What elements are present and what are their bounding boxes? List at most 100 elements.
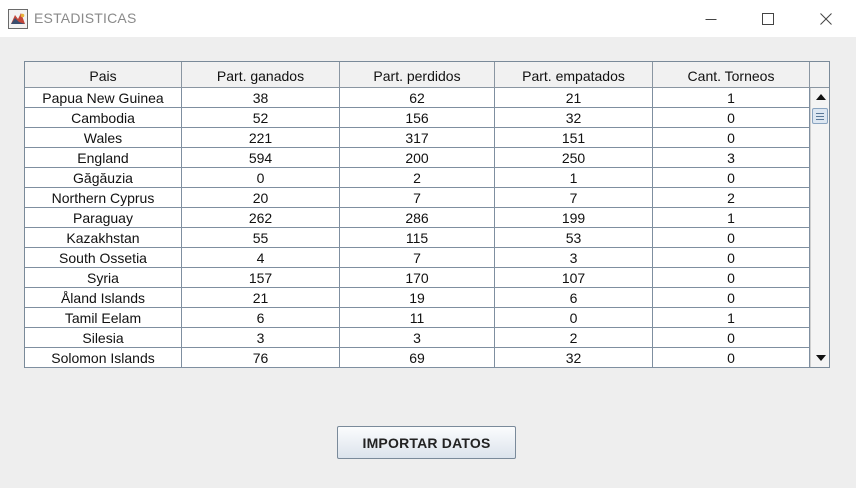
cell-perdidos[interactable]: 200	[340, 148, 495, 168]
cell-torneos[interactable]: 0	[653, 348, 810, 368]
column-header-perdidos[interactable]: Part. perdidos	[340, 62, 495, 87]
table-row[interactable]: England 594 200 250 3	[25, 148, 810, 168]
cell-pais[interactable]: Tamil Eelam	[25, 308, 182, 328]
maximize-button[interactable]	[745, 0, 791, 37]
cell-torneos[interactable]: 0	[653, 228, 810, 248]
cell-empatados[interactable]: 1	[495, 168, 653, 188]
cell-perdidos[interactable]: 2	[340, 168, 495, 188]
table-row[interactable]: Wales 221 317 151 0	[25, 128, 810, 148]
cell-empatados[interactable]: 2	[495, 328, 653, 348]
table-row[interactable]: Northern Cyprus 20 7 7 2	[25, 188, 810, 208]
table-row[interactable]: Găgăuzia 0 2 1 0	[25, 168, 810, 188]
cell-empatados[interactable]: 32	[495, 348, 653, 368]
cell-empatados[interactable]: 53	[495, 228, 653, 248]
cell-pais[interactable]: Kazakhstan	[25, 228, 182, 248]
arrow-up-icon	[815, 93, 826, 100]
cell-ganados[interactable]: 157	[182, 268, 340, 288]
cell-perdidos[interactable]: 19	[340, 288, 495, 308]
minimize-button[interactable]	[688, 0, 734, 37]
cell-pais[interactable]: Silesia	[25, 328, 182, 348]
cell-pais[interactable]: Papua New Guinea	[25, 88, 182, 108]
cell-empatados[interactable]: 199	[495, 208, 653, 228]
table-row[interactable]: Silesia 3 3 2 0	[25, 328, 810, 348]
cell-empatados[interactable]: 21	[495, 88, 653, 108]
cell-torneos[interactable]: 0	[653, 168, 810, 188]
cell-ganados[interactable]: 21	[182, 288, 340, 308]
table-row[interactable]: Cambodia 52 156 32 0	[25, 108, 810, 128]
cell-pais[interactable]: Syria	[25, 268, 182, 288]
cell-torneos[interactable]: 1	[653, 208, 810, 228]
cell-perdidos[interactable]: 170	[340, 268, 495, 288]
cell-torneos[interactable]: 2	[653, 188, 810, 208]
cell-ganados[interactable]: 262	[182, 208, 340, 228]
cell-empatados[interactable]: 32	[495, 108, 653, 128]
cell-perdidos[interactable]: 115	[340, 228, 495, 248]
cell-perdidos[interactable]: 11	[340, 308, 495, 328]
cell-empatados[interactable]: 151	[495, 128, 653, 148]
cell-empatados[interactable]: 6	[495, 288, 653, 308]
cell-ganados[interactable]: 6	[182, 308, 340, 328]
cell-pais[interactable]: Găgăuzia	[25, 168, 182, 188]
import-data-button[interactable]: IMPORTAR DATOS	[337, 426, 516, 459]
cell-ganados[interactable]: 594	[182, 148, 340, 168]
cell-torneos[interactable]: 0	[653, 108, 810, 128]
cell-pais[interactable]: Wales	[25, 128, 182, 148]
scroll-down-button[interactable]	[812, 349, 829, 366]
cell-perdidos[interactable]: 317	[340, 128, 495, 148]
cell-perdidos[interactable]: 7	[340, 248, 495, 268]
table-row[interactable]: Papua New Guinea 38 62 21 1	[25, 88, 810, 108]
column-header-torneos[interactable]: Cant. Torneos	[653, 62, 810, 87]
cell-ganados[interactable]: 4	[182, 248, 340, 268]
cell-pais[interactable]: England	[25, 148, 182, 168]
cell-empatados[interactable]: 3	[495, 248, 653, 268]
cell-torneos[interactable]: 3	[653, 148, 810, 168]
cell-torneos[interactable]: 0	[653, 288, 810, 308]
scroll-up-button[interactable]	[812, 88, 829, 105]
scroll-thumb[interactable]	[812, 108, 828, 124]
cell-perdidos[interactable]: 62	[340, 88, 495, 108]
cell-torneos[interactable]: 0	[653, 328, 810, 348]
cell-pais[interactable]: Cambodia	[25, 108, 182, 128]
cell-perdidos[interactable]: 69	[340, 348, 495, 368]
cell-ganados[interactable]: 76	[182, 348, 340, 368]
close-button[interactable]	[803, 0, 849, 37]
table-row[interactable]: Kazakhstan 55 115 53 0	[25, 228, 810, 248]
cell-ganados[interactable]: 221	[182, 128, 340, 148]
window-title: ESTADISTICAS	[34, 10, 137, 26]
cell-empatados[interactable]: 250	[495, 148, 653, 168]
column-header-pais[interactable]: Pais	[25, 62, 182, 87]
cell-pais[interactable]: Solomon Islands	[25, 348, 182, 368]
statistics-table[interactable]: Pais Part. ganados Part. perdidos Part. …	[24, 61, 830, 368]
cell-torneos[interactable]: 1	[653, 308, 810, 328]
table-row[interactable]: Åland Islands 21 19 6 0	[25, 288, 810, 308]
table-row[interactable]: South Ossetia 4 7 3 0	[25, 248, 810, 268]
cell-ganados[interactable]: 0	[182, 168, 340, 188]
cell-pais[interactable]: South Ossetia	[25, 248, 182, 268]
cell-torneos[interactable]: 0	[653, 128, 810, 148]
table-row[interactable]: Syria 157 170 107 0	[25, 268, 810, 288]
cell-perdidos[interactable]: 286	[340, 208, 495, 228]
cell-perdidos[interactable]: 3	[340, 328, 495, 348]
cell-ganados[interactable]: 3	[182, 328, 340, 348]
cell-ganados[interactable]: 55	[182, 228, 340, 248]
vertical-scrollbar[interactable]	[810, 88, 829, 367]
cell-pais[interactable]: Paraguay	[25, 208, 182, 228]
cell-pais[interactable]: Åland Islands	[25, 288, 182, 308]
cell-torneos[interactable]: 1	[653, 88, 810, 108]
table-row[interactable]: Tamil Eelam 6 11 0 1	[25, 308, 810, 328]
cell-ganados[interactable]: 38	[182, 88, 340, 108]
cell-ganados[interactable]: 52	[182, 108, 340, 128]
cell-ganados[interactable]: 20	[182, 188, 340, 208]
cell-perdidos[interactable]: 156	[340, 108, 495, 128]
cell-perdidos[interactable]: 7	[340, 188, 495, 208]
table-row[interactable]: Solomon Islands 76 69 32 0	[25, 348, 810, 368]
column-header-ganados[interactable]: Part. ganados	[182, 62, 340, 87]
cell-empatados[interactable]: 107	[495, 268, 653, 288]
cell-torneos[interactable]: 0	[653, 268, 810, 288]
column-header-empatados[interactable]: Part. empatados	[495, 62, 653, 87]
table-row[interactable]: Paraguay 262 286 199 1	[25, 208, 810, 228]
cell-torneos[interactable]: 0	[653, 248, 810, 268]
cell-empatados[interactable]: 0	[495, 308, 653, 328]
cell-pais[interactable]: Northern Cyprus	[25, 188, 182, 208]
cell-empatados[interactable]: 7	[495, 188, 653, 208]
